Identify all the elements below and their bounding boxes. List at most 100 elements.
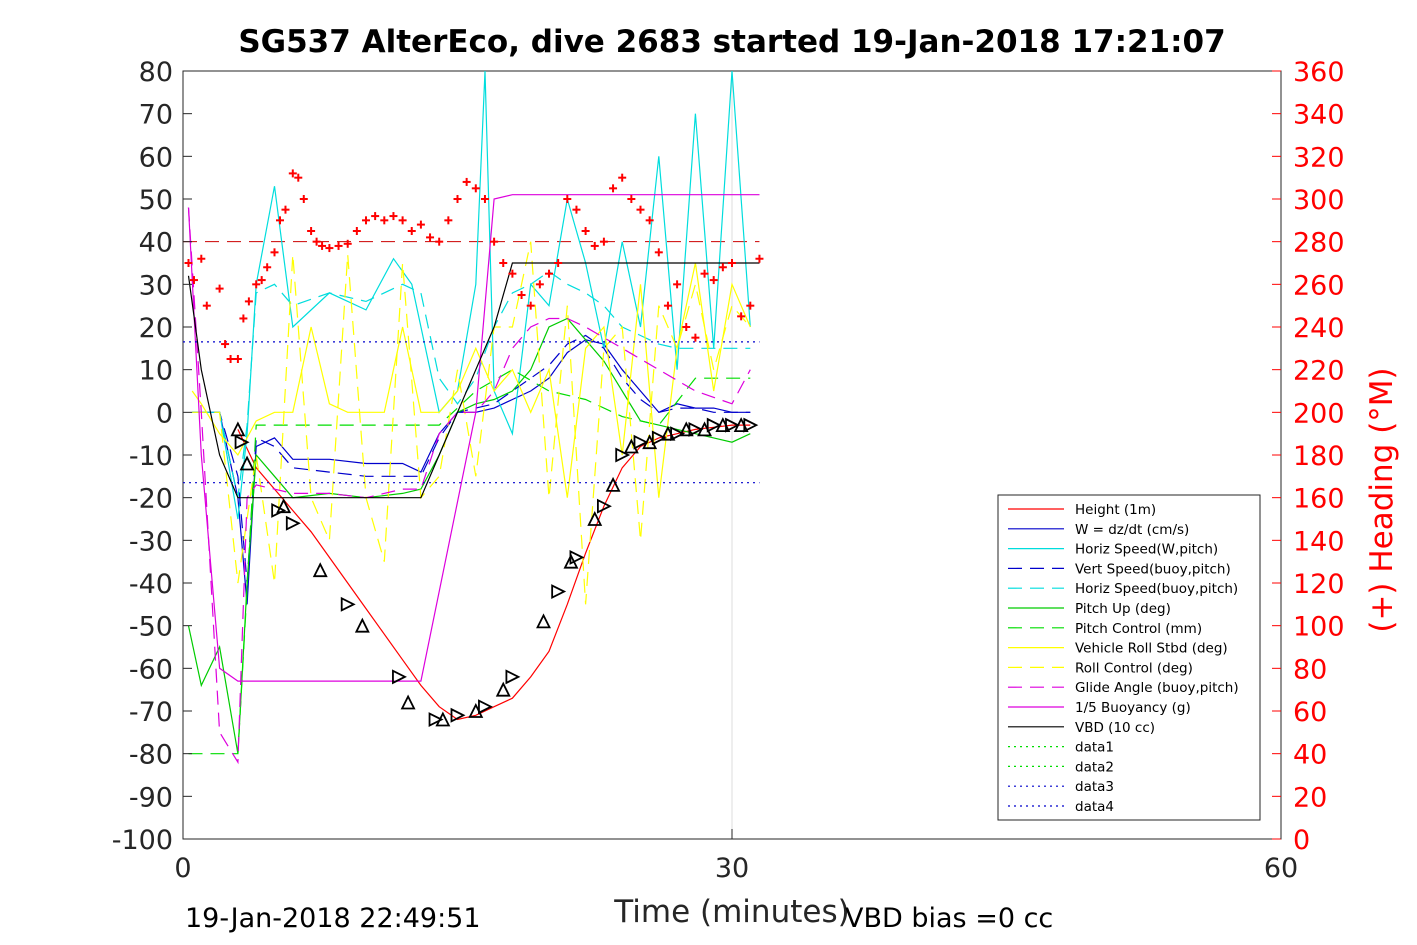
heading-point xyxy=(718,263,727,272)
right-y-tick-label: 180 xyxy=(1293,441,1345,472)
position-marker xyxy=(276,498,292,514)
position-marker xyxy=(605,476,621,492)
heading-point xyxy=(609,184,618,193)
legend-item: data2 xyxy=(1008,759,1114,775)
right-y-tick-label: 240 xyxy=(1293,313,1345,344)
left-y-tick-label: 20 xyxy=(139,313,173,344)
heading-point xyxy=(215,284,224,293)
heading-point xyxy=(654,248,663,257)
position-marker xyxy=(536,613,551,629)
left-y-tick-label: 40 xyxy=(139,228,173,259)
right-y-tick-label: 300 xyxy=(1293,185,1345,216)
heading-point xyxy=(184,259,193,267)
left-y-tick-label: 0 xyxy=(156,398,173,429)
series-line-6 xyxy=(188,369,751,755)
position-markers xyxy=(230,417,759,727)
left-y-tick-label: -60 xyxy=(129,654,173,685)
left-y-tick-label: 70 xyxy=(139,100,173,131)
legend-label: 1/5 Buoyancy (g) xyxy=(1075,700,1191,716)
left-y-tick-label: -80 xyxy=(129,740,173,771)
heading-point xyxy=(572,205,581,214)
heading-point xyxy=(318,241,327,250)
heading-point xyxy=(435,237,444,246)
left-y-tick-label: -70 xyxy=(129,697,173,728)
heading-point xyxy=(508,269,517,278)
left-y-tick-label: -50 xyxy=(129,612,173,643)
position-marker xyxy=(271,503,287,518)
heading-point xyxy=(590,241,599,250)
left-y-axis: 80 70 60 50 40 30 20 10 0 -10 -20 -30 -40 -50 -60 -70 -8… xyxy=(112,57,192,856)
heading-point xyxy=(737,312,746,321)
left-y-tick-label: -40 xyxy=(129,569,173,600)
heading-point xyxy=(517,291,526,299)
heading-point xyxy=(275,216,284,225)
series-line-7 xyxy=(191,262,751,498)
position-marker xyxy=(285,515,301,531)
chart-title: SG537 AlterEco, dive 2683 started 19-Jan… xyxy=(238,24,1225,60)
heading-point xyxy=(673,280,682,289)
heading-point xyxy=(307,227,316,235)
legend-label: Glide Angle (buoy,pitch) xyxy=(1075,680,1239,696)
footer-timestamp: 19-Jan-2018 22:49:51 xyxy=(185,903,481,934)
heading-point xyxy=(636,205,645,214)
position-marker xyxy=(505,669,521,685)
legend-label: data1 xyxy=(1075,740,1114,756)
position-marker xyxy=(725,417,741,433)
left-y-tick-label: 80 xyxy=(139,57,173,88)
legend-item: Pitch Up (deg) xyxy=(1008,601,1171,617)
position-marker xyxy=(450,707,466,723)
heading-point xyxy=(453,195,462,203)
position-marker xyxy=(615,447,631,463)
heading-point xyxy=(389,212,398,221)
right-y-tick-label: 280 xyxy=(1293,228,1345,259)
heading-point xyxy=(581,227,590,235)
heading-point xyxy=(352,227,361,235)
position-marker xyxy=(651,430,667,446)
legend-item: data3 xyxy=(1008,779,1114,795)
heading-point xyxy=(471,184,480,193)
legend-item: Vehicle Roll Stbd (deg) xyxy=(1008,641,1228,657)
right-y-tick-label: 60 xyxy=(1293,697,1327,728)
series-line-2 xyxy=(192,70,751,520)
heading-point xyxy=(728,259,736,267)
series-line-1 xyxy=(192,339,751,605)
footer-vbd-bias: VBD bias =0 cc xyxy=(845,903,1053,934)
heading-point xyxy=(197,254,206,263)
right-y-tick-label: 80 xyxy=(1293,654,1327,685)
heading-points xyxy=(184,169,764,363)
heading-point xyxy=(645,216,654,225)
right-y-tick-label: 0 xyxy=(1293,825,1310,856)
heading-point xyxy=(755,254,764,263)
heading-point xyxy=(709,276,718,285)
position-marker xyxy=(587,510,603,526)
position-marker xyxy=(551,584,567,599)
heading-point xyxy=(682,323,691,331)
legend-item: Vert Speed(buoy,pitch) xyxy=(1008,561,1231,577)
left-y-tick-label: -30 xyxy=(129,526,173,557)
right-y-tick-label: 120 xyxy=(1293,569,1345,600)
legend-label: Pitch Control (mm) xyxy=(1075,621,1202,637)
right-y-tick-label: 20 xyxy=(1293,782,1327,813)
heading-point xyxy=(263,263,272,272)
right-y-tick-label: 360 xyxy=(1293,57,1345,88)
legend-item: data1 xyxy=(1008,740,1114,756)
left-y-tick-label: -10 xyxy=(129,441,173,472)
series-line-11 xyxy=(187,262,760,499)
legend-label: Height (1m) xyxy=(1075,502,1156,518)
position-marker xyxy=(239,455,255,471)
position-marker xyxy=(569,549,585,565)
legend-label: data2 xyxy=(1075,759,1114,775)
left-y-tick-label: -100 xyxy=(112,825,173,856)
legend-item: data4 xyxy=(1008,799,1114,815)
heading-point xyxy=(257,276,266,285)
position-marker xyxy=(234,434,250,450)
position-marker xyxy=(495,681,511,697)
position-marker xyxy=(435,711,451,727)
series-group xyxy=(183,70,760,765)
position-marker xyxy=(633,434,649,450)
position-marker xyxy=(428,712,444,727)
heading-point xyxy=(281,205,290,214)
right-y-tick-label: 100 xyxy=(1293,612,1345,643)
heading-point xyxy=(380,216,389,225)
